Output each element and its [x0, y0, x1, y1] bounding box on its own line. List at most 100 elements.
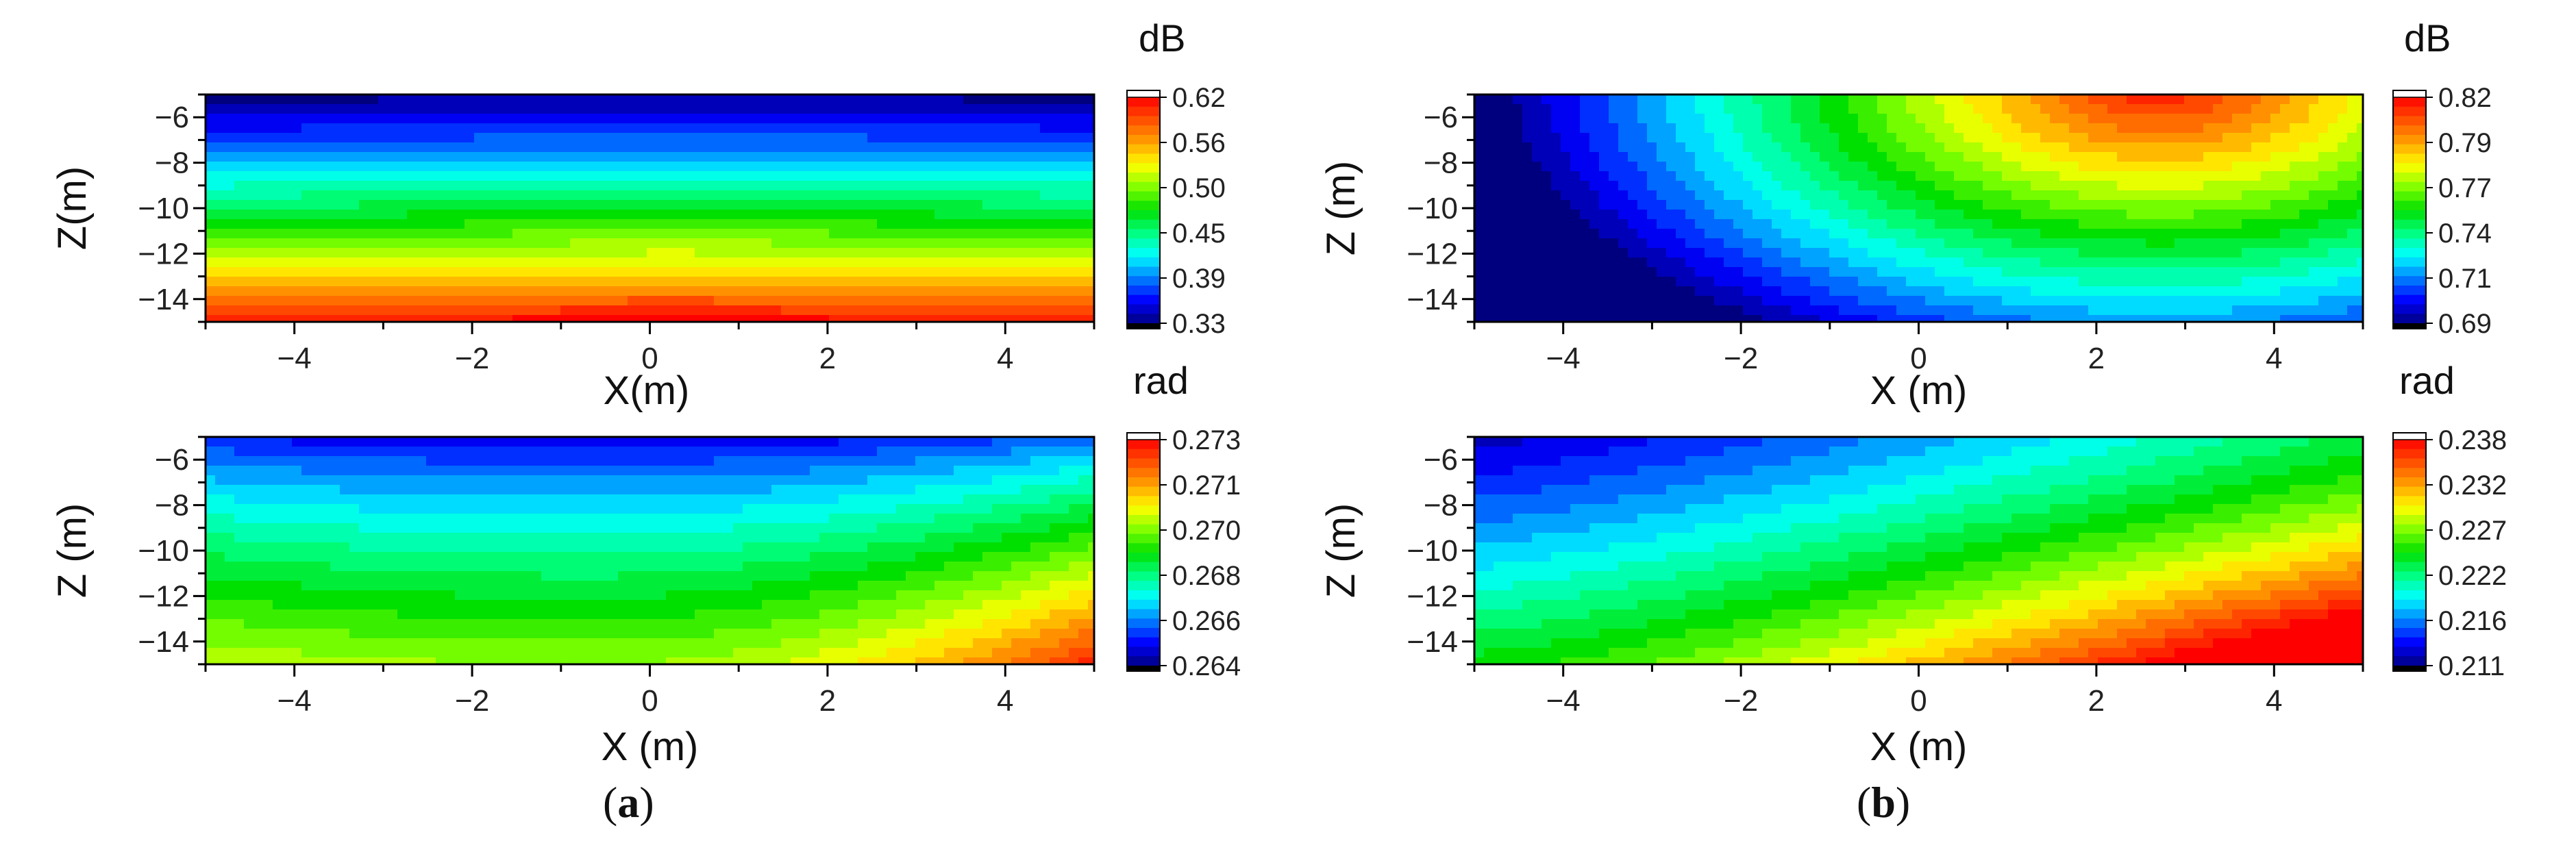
heatmap-cell: [877, 571, 887, 581]
heatmap-cell: [723, 181, 734, 191]
heatmap-cell: [1021, 123, 1031, 134]
heatmap-cell: [301, 609, 312, 620]
heatmap-cell: [1050, 609, 1060, 620]
heatmap-cell: [944, 238, 954, 249]
heatmap-cell: [244, 629, 254, 639]
heatmap-cell: [656, 142, 667, 153]
heatmap-cell: [378, 95, 388, 105]
heatmap-cell: [819, 133, 830, 143]
heatmap-cell: [484, 523, 494, 533]
heatmap-cell: [378, 514, 388, 524]
heatmap-cell: [2175, 123, 2185, 134]
heatmap-cell: [781, 257, 791, 268]
heatmap-cell: [273, 456, 283, 466]
heatmap-cell: [493, 475, 504, 486]
heatmap-cell: [982, 523, 993, 533]
heatmap-cell: [906, 123, 916, 134]
heatmap-cell: [321, 494, 331, 505]
heatmap-cell: [570, 190, 580, 201]
heatmap-cell: [906, 286, 916, 297]
heatmap-cell: [1011, 571, 1021, 581]
heatmap-cell: [1040, 437, 1050, 447]
heatmap-cell: [292, 552, 302, 562]
heatmap-cell: [340, 494, 350, 505]
heatmap-cell: [628, 210, 638, 220]
heatmap-cell: [2280, 104, 2290, 114]
heatmap-cell: [618, 229, 628, 239]
heatmap-cell: [752, 609, 763, 620]
heatmap-cell: [215, 466, 225, 476]
heatmap-cell: [800, 523, 810, 533]
heatmap-cell: [426, 648, 436, 658]
heatmap-cell: [666, 95, 676, 105]
heatmap-cell: [330, 181, 340, 191]
heatmap-cell: [580, 485, 590, 495]
heatmap-cell: [628, 629, 638, 639]
heatmap-cell: [628, 638, 638, 649]
heatmap-cell: [608, 286, 619, 297]
heatmap-cell: [743, 200, 753, 210]
heatmap-cell: [628, 152, 638, 162]
heatmap-cell: [580, 162, 590, 172]
heatmap-cell: [253, 446, 264, 457]
heatmap-cell: [954, 446, 964, 457]
heatmap-cell: [944, 190, 954, 201]
heatmap-cell: [1040, 609, 1050, 620]
heatmap-cell: [608, 638, 619, 649]
heatmap-cell: [455, 571, 465, 581]
heatmap-cell: [580, 267, 590, 277]
heatmap-cell: [723, 123, 734, 134]
heatmap-cell: [839, 315, 849, 322]
heatmap-cell: [321, 142, 331, 153]
heatmap-cell: [541, 619, 552, 629]
heatmap-cell: [637, 590, 647, 601]
heatmap-cell: [330, 590, 340, 601]
heatmap-cell: [1088, 238, 1094, 249]
heatmap-cell: [282, 162, 293, 172]
heatmap-cell: [378, 123, 388, 134]
heatmap-cell: [704, 210, 715, 220]
heatmap-cell: [522, 305, 532, 316]
heatmap-cell: [877, 485, 887, 495]
heatmap-cell: [982, 123, 993, 134]
heatmap-cell: [867, 152, 878, 162]
heatmap-cell: [618, 267, 628, 277]
heatmap-cell: [378, 648, 388, 658]
heatmap-cell: [253, 238, 264, 249]
heatmap-cell: [666, 523, 676, 533]
heatmap-cell: [369, 229, 379, 239]
heatmap-cell: [1021, 315, 1031, 322]
heatmap-cell: [877, 638, 887, 649]
heatmap-cell: [829, 533, 839, 543]
heatmap-cell: [417, 504, 427, 514]
heatmap-cell: [359, 286, 369, 297]
heatmap-cell: [1021, 514, 1031, 524]
heatmap-cell: [484, 190, 494, 201]
heatmap-cell: [512, 286, 523, 297]
heatmap-cell: [829, 238, 839, 249]
heatmap-cell: [388, 562, 398, 572]
heatmap-cell: [1088, 523, 1094, 533]
heatmap-cell: [656, 523, 667, 533]
heatmap-cell: [225, 257, 235, 268]
heatmap-cell: [580, 171, 590, 181]
heatmap-cell: [532, 523, 542, 533]
heatmap-cell: [273, 190, 283, 201]
heatmap-cell: [388, 466, 398, 476]
heatmap-cell: [771, 104, 782, 114]
heatmap-cell: [1002, 514, 1012, 524]
heatmap-cell: [436, 219, 446, 229]
heatmap-cell: [378, 142, 388, 153]
heatmap-cell: [973, 305, 983, 316]
heatmap-cell: [311, 494, 321, 505]
heatmap-cell: [771, 219, 782, 229]
heatmap-cell: [762, 657, 772, 664]
heatmap-cell: [2203, 114, 2214, 124]
heatmap-cell: [858, 629, 868, 639]
heatmap-cell: [1088, 533, 1094, 543]
heatmap-cell: [1078, 181, 1089, 191]
heatmap-cell: [369, 456, 379, 466]
heatmap-cell: [388, 609, 398, 620]
heatmap-cell: [704, 181, 715, 191]
heatmap-cell: [762, 238, 772, 249]
